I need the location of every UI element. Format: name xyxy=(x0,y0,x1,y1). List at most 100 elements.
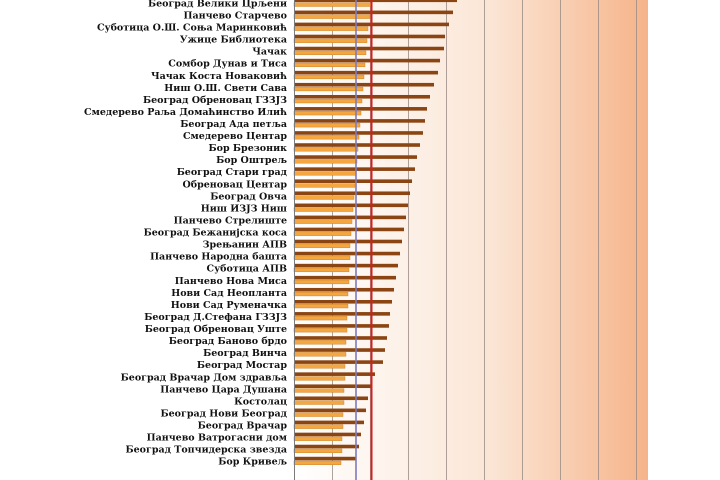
bar-dark xyxy=(294,408,366,413)
bar-dark xyxy=(294,0,457,3)
category-label: Београд Обреновац ГЗЗЈЗ xyxy=(143,95,287,106)
bar-light xyxy=(293,267,350,273)
bar-dark xyxy=(294,300,392,304)
bar-dark xyxy=(294,432,361,437)
bar-dark xyxy=(294,263,398,268)
bar-dark xyxy=(294,348,385,352)
category-label: Бор Брезоник xyxy=(209,143,288,154)
bar-dark xyxy=(294,10,453,15)
bar-light xyxy=(293,340,347,345)
bar-dark xyxy=(294,227,404,232)
bar-light xyxy=(293,86,364,92)
bar-dark xyxy=(294,420,364,425)
bar-light xyxy=(293,111,362,116)
category-label: Панчево Нова Миса xyxy=(175,276,287,287)
category-label: Београд Бежанијска коса xyxy=(144,228,287,239)
category-label: Београд Нови Београд xyxy=(161,408,287,419)
bar-dark xyxy=(294,275,396,280)
category-label: Београд Овча xyxy=(210,191,287,202)
bar-light xyxy=(293,376,346,381)
category-label: Зрењанин АПВ xyxy=(203,240,287,251)
bar-light xyxy=(293,207,354,212)
bar-light xyxy=(293,364,346,369)
bar-light xyxy=(293,159,358,164)
bar-light xyxy=(293,279,350,285)
bar-light xyxy=(293,62,366,67)
category-label: Београд Стари град xyxy=(177,167,287,178)
category-label: Панчево Народна башта xyxy=(150,252,287,263)
bar-light xyxy=(293,304,349,309)
category-label: Бор Кривељ xyxy=(218,457,287,468)
category-label: Смедерево Центар xyxy=(183,131,287,142)
category-label: Панчево Ватрогасни дом xyxy=(147,433,287,444)
category-label: Смедерево Раља Домаћинство Илић xyxy=(84,107,287,118)
bar-light xyxy=(293,2,373,7)
bar-dark xyxy=(294,119,425,123)
bar-light xyxy=(293,316,348,321)
bar-dark xyxy=(294,58,440,63)
bar-light xyxy=(293,135,360,140)
bar-dark xyxy=(294,70,438,75)
bar-dark xyxy=(294,396,368,401)
category-label: Београд Мостар xyxy=(197,360,287,371)
bar-dark xyxy=(294,82,434,87)
bar-dark xyxy=(294,94,430,99)
category-label: Суботица АПВ xyxy=(207,264,287,275)
category-label: Бор Оштрељ xyxy=(216,155,287,166)
reference-lines xyxy=(355,0,373,480)
bar-dark xyxy=(294,167,415,171)
bar-dark xyxy=(294,456,356,461)
bar-light xyxy=(293,424,344,429)
bar-light xyxy=(293,183,356,188)
bar-dark xyxy=(294,312,390,316)
category-label: Београд Врачар Дом здравља xyxy=(121,372,287,383)
category-label: Чачак Коста Новаковић xyxy=(151,71,287,82)
category-label: Суботица О.Ш. Соња Маринковић xyxy=(97,23,287,34)
category-label: Београд Обреновац Уште xyxy=(145,324,287,335)
bar-light xyxy=(293,26,369,31)
category-label: Ужице Библиотека xyxy=(180,35,287,46)
bar-light xyxy=(293,14,371,19)
bar-light xyxy=(293,448,343,453)
bars xyxy=(293,0,457,465)
bar-light xyxy=(293,98,363,104)
bar-dark xyxy=(294,239,402,244)
bar-dark xyxy=(294,372,375,376)
bar-dark xyxy=(294,336,387,340)
category-label: Београд Врачар xyxy=(198,421,288,432)
bar-light xyxy=(293,74,365,80)
bar-dark xyxy=(294,34,445,39)
bar-light xyxy=(293,123,361,128)
category-label: Панчево Старчево xyxy=(183,10,287,21)
bar-dark xyxy=(294,384,371,389)
category-label: Нови Сад Руменачка xyxy=(171,300,287,311)
bar-light xyxy=(293,147,359,152)
bar-dark xyxy=(294,215,406,220)
bar-light xyxy=(293,400,345,405)
bar-light xyxy=(293,243,351,248)
bar-light xyxy=(293,171,357,176)
bar-dark xyxy=(294,191,410,196)
category-label: Београд Баново брдо xyxy=(169,336,287,347)
bar-light xyxy=(293,352,347,357)
bar-light xyxy=(293,219,353,224)
bar-light xyxy=(293,328,348,333)
bar-dark xyxy=(294,179,412,183)
bar-dark xyxy=(294,287,394,292)
category-label: Нови Сад Неопланта xyxy=(171,288,287,299)
category-label: Обреновац Центар xyxy=(182,179,287,190)
category-label: Београд Винча xyxy=(203,348,287,359)
bar-light xyxy=(293,195,355,200)
bar-dark xyxy=(294,324,389,328)
bar-dark xyxy=(294,444,359,449)
category-label: Београд Велики Црљени xyxy=(148,0,287,9)
bar-light xyxy=(293,460,342,465)
category-label: Сомбор Дунав и Тиса xyxy=(168,59,287,70)
bar-dark xyxy=(294,46,444,51)
category-label: Ниш О.Ш. Свети Сава xyxy=(164,83,287,94)
bar-light xyxy=(293,436,343,441)
bar-dark xyxy=(294,251,400,256)
bar-dark xyxy=(294,360,383,364)
